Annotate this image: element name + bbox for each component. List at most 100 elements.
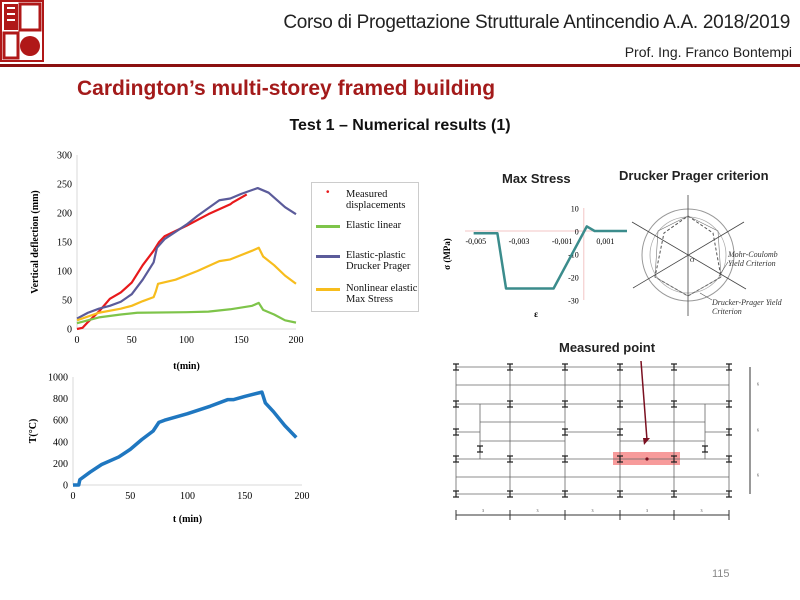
mohr-coulomb-label: Mohr-Coulomb Yield Criterion	[728, 250, 778, 268]
series-max-stress	[473, 225, 627, 290]
dimension-label: 6	[757, 473, 759, 478]
y-tick-label: 10	[571, 205, 579, 214]
y-tick-label: -20	[568, 274, 579, 283]
legend-swatch-ms	[316, 288, 340, 291]
column-icon	[726, 363, 732, 371]
series-elastic-plastic-drucker-prager	[76, 186, 297, 320]
drucker-prager-title: Drucker Prager criterion	[619, 168, 769, 183]
measured-point-arrow	[640, 360, 648, 441]
column-icon	[617, 455, 623, 463]
x-tick-label: 100	[179, 335, 194, 346]
x-tick-label: 200	[289, 335, 304, 346]
origin-label: O	[690, 258, 695, 264]
column-icon	[453, 455, 459, 463]
column-icon	[671, 455, 677, 463]
x-tick-label: 100	[180, 491, 195, 502]
y-tick-label: 200	[53, 459, 68, 470]
legend-drucker-prager: Elastic-plastic Drucker Prager	[346, 250, 411, 272]
y-tick-label: 250	[57, 180, 72, 191]
column-icon	[453, 400, 459, 408]
x-axis-label: ε	[534, 309, 538, 319]
column-icon	[453, 363, 459, 371]
dimension-label: 3	[701, 508, 703, 513]
y-tick-label: -30	[568, 297, 579, 306]
legend-marker-measured: •	[326, 187, 330, 198]
legend-measured: Measured displacements	[346, 189, 406, 211]
y-tick-label: 0	[63, 481, 68, 492]
y-tick-label: 200	[57, 209, 72, 220]
course-title: Corso di Progettazione Strutturale Antin…	[283, 12, 790, 33]
chart-0: 0 50 100 150 200 0 50 100 150 200 250 300 t(min) Vert…	[30, 151, 304, 373]
column-icon	[726, 400, 732, 408]
column-icon	[562, 490, 568, 498]
x-tick-label: 0,001	[596, 237, 614, 246]
x-tick-label: -0,001	[552, 237, 573, 246]
column-icon	[671, 400, 677, 408]
y-tick-label: -10	[568, 251, 579, 260]
column-icon	[671, 363, 677, 371]
column-icon	[477, 445, 483, 453]
y-tick-label: 0	[575, 228, 579, 237]
column-icon	[617, 400, 623, 408]
page-number: 115	[712, 568, 730, 580]
y-tick-label: 100	[57, 267, 72, 278]
x-tick-label: 200	[295, 491, 310, 502]
column-icon	[726, 455, 732, 463]
legend-swatch-dp	[316, 255, 340, 258]
column-icon	[617, 490, 623, 498]
measured-point-title: Measured point	[559, 340, 656, 355]
x-tick-label: -0,005	[465, 237, 486, 246]
deflection-legend: • Measured displacements Elastic linear …	[311, 182, 419, 312]
legend-max-stress: Nonlinear elastic Max Stress	[346, 283, 418, 305]
column-icon	[507, 490, 513, 498]
x-tick-label: 0	[75, 335, 80, 346]
max-stress-title: Max Stress	[502, 171, 571, 186]
x-axis-label: t(min)	[173, 361, 200, 372]
professor-name: Prof. Ing. Franco Bontempi	[624, 44, 792, 60]
legend-swatch-elastic	[316, 225, 340, 228]
dimension-label: 3	[537, 508, 539, 513]
column-icon	[617, 363, 623, 371]
column-icon	[726, 490, 732, 498]
y-axis-label: σ (MPa)	[442, 238, 452, 270]
column-icon	[562, 428, 568, 436]
measured-point-marker	[645, 457, 649, 461]
y-tick-label: 400	[53, 437, 68, 448]
x-tick-label: 150	[234, 335, 249, 346]
header-divider	[0, 64, 800, 67]
column-icon	[671, 490, 677, 498]
x-tick-label: 50	[125, 491, 135, 502]
column-icon	[562, 455, 568, 463]
column-icon	[702, 445, 708, 453]
dp-label: Drucker-Prager Yield Criterion	[712, 298, 782, 316]
y-tick-label: 1000	[48, 373, 68, 384]
series-measured-displacements	[76, 193, 248, 331]
drucker-prager-diagram: O	[631, 195, 747, 316]
x-tick-label: 150	[237, 491, 252, 502]
column-icon	[507, 455, 513, 463]
dimension-label: 3	[592, 508, 594, 513]
y-tick-label: 800	[53, 394, 68, 405]
legend-elastic-linear: Elastic linear	[346, 220, 402, 231]
y-tick-label: 600	[53, 416, 68, 427]
column-icon	[617, 428, 623, 436]
floor-plan-diagram: 3 3 3 3 3 6 6 6	[453, 360, 759, 520]
column-icon	[507, 363, 513, 371]
x-tick-label: 0	[71, 491, 76, 502]
column-icon	[562, 363, 568, 371]
y-axis-label: Vertical deflection (mm)	[30, 190, 41, 293]
chart-1: 0 50 100 150 200 0 200 400 600 800 1000 t (min) T(°C…	[28, 373, 310, 526]
series-elastic-linear	[76, 301, 297, 325]
column-icon	[453, 428, 459, 436]
slide-subtitle: Test 1 – Numerical results (1)	[289, 117, 511, 134]
series-nonlinear-elastic-max-stress	[76, 246, 297, 322]
slide-title: Cardington’s multi-storey framed buildin…	[77, 77, 496, 100]
x-axis-label: t (min)	[173, 514, 202, 525]
dimension-label: 3	[482, 508, 484, 513]
y-tick-label: 150	[57, 238, 72, 249]
column-icon	[507, 400, 513, 408]
x-tick-label: -0,003	[509, 237, 530, 246]
dimension-label: 6	[757, 382, 759, 387]
series-temperature	[73, 390, 298, 487]
column-icon	[562, 400, 568, 408]
